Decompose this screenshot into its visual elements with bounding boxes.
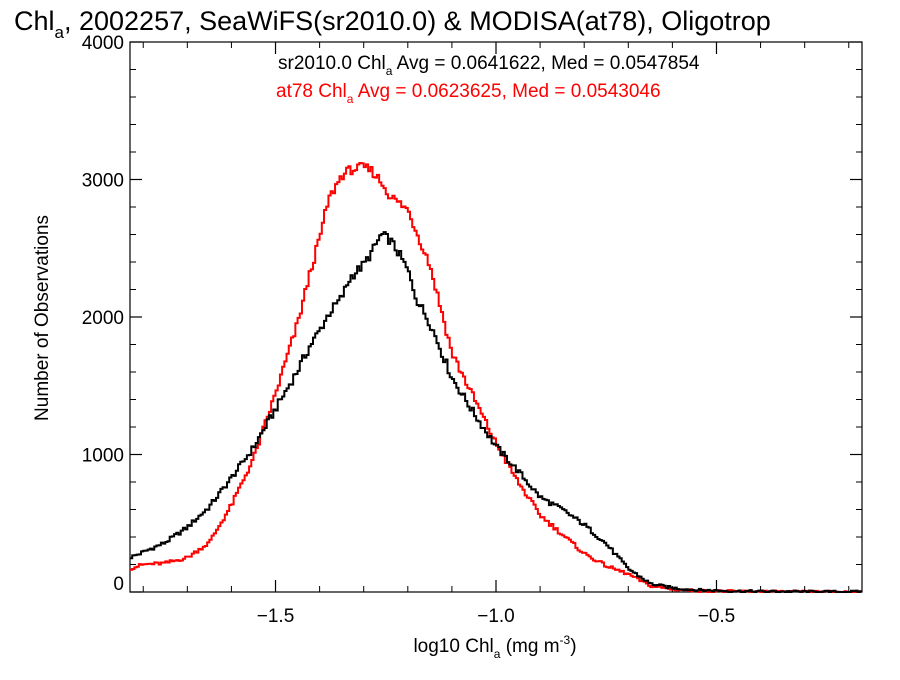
y-axis-label: Number of Observations xyxy=(32,215,53,421)
chart-title-rest: , 2002257, SeaWiFS(sr2010.0) & MODISA(at… xyxy=(64,6,771,36)
x-axis-label-units: (mg m xyxy=(500,636,559,657)
annotation-sr2010-prefix: sr2010.0 Chl xyxy=(278,53,386,74)
x-axis-label-sup: -3 xyxy=(560,633,571,647)
chart-title: Chla, 2002257, SeaWiFS(sr2010.0) & MODIS… xyxy=(14,6,771,42)
series-line-at78 xyxy=(130,162,862,593)
annotation-at78-prefix: at78 Chl xyxy=(276,81,347,102)
x-tick-label: −0.5 xyxy=(698,606,736,627)
x-tick-label: −1.5 xyxy=(257,606,295,627)
chart-title-sub: a xyxy=(55,23,65,42)
annotation-at78: at78 Chla Avg = 0.0623625, Med = 0.05430… xyxy=(276,81,661,106)
annotation-sr2010-sub: a xyxy=(386,64,393,78)
x-axis-label-main: log10 Chl xyxy=(413,636,493,657)
x-axis-label: log10 Chla (mg m-3) xyxy=(413,633,576,661)
y-tick-label: 1000 xyxy=(82,446,124,467)
chart-title-main: Chl xyxy=(14,6,55,36)
y-tick-label: 0 xyxy=(113,574,124,595)
x-axis-label-sub: a xyxy=(494,647,501,661)
x-axis-label-close: ) xyxy=(570,636,576,657)
annotation-sr2010-rest: Avg = 0.0641622, Med = 0.0547854 xyxy=(392,53,700,74)
x-tick-label: −1.0 xyxy=(477,606,515,627)
annotation-at78-sub: a xyxy=(347,92,354,106)
series-line-sr2010 xyxy=(130,231,862,593)
y-tick-label: 2000 xyxy=(82,308,124,329)
y-tick-label: 3000 xyxy=(82,171,124,192)
annotation-at78-rest: Avg = 0.0623625, Med = 0.0543046 xyxy=(353,81,660,102)
annotation-sr2010: sr2010.0 Chla Avg = 0.0641622, Med = 0.0… xyxy=(278,53,700,78)
plot-frame xyxy=(129,41,863,593)
y-tick-label: 4000 xyxy=(82,33,124,54)
plot-layer: 0 1000 2000 3000 4000 −1.5 −1.0 −0.5 xyxy=(82,33,863,627)
